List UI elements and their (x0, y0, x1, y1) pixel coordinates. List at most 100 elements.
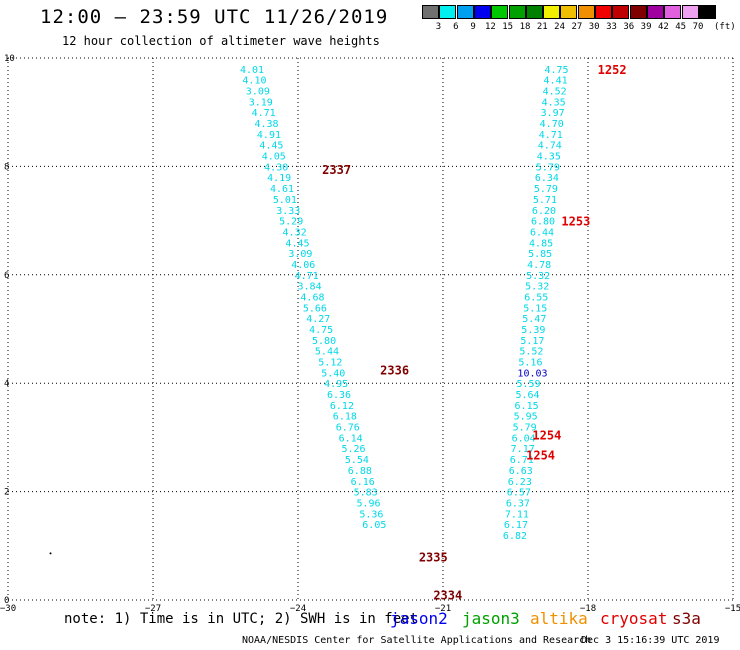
right-track-value: 5.64 (516, 390, 540, 401)
left-track-value: 6.12 (330, 401, 354, 412)
page-subtitle: 12 hour collection of altimeter wave hei… (62, 34, 380, 48)
right-track-value: 6.71 (510, 455, 534, 466)
left-track-value: 5.83 (354, 488, 378, 499)
legend-swatch (473, 5, 491, 19)
right-track-value: 5.79 (513, 423, 537, 434)
legend-swatch (422, 5, 439, 19)
left-track-value: 4.06 (291, 260, 315, 271)
time-label: 1254 (532, 429, 561, 443)
legend-swatch (664, 5, 682, 19)
left-track-value: 4.45 (285, 238, 309, 249)
left-track-value: 4.91 (257, 130, 281, 141)
right-track-value: 5.79 (534, 184, 558, 195)
left-track-value: 4.01 (240, 65, 264, 76)
page-title: 12:00 – 23:59 UTC 11/26/2019 (40, 6, 389, 28)
right-track-value: 5.47 (522, 314, 546, 325)
right-track-value: 5.71 (533, 195, 557, 206)
right-track-value: 6.23 (508, 477, 532, 488)
left-track-value: 4.95 (324, 379, 348, 390)
legend-swatch (491, 5, 509, 19)
x-tick-label: −27 (145, 604, 161, 614)
legend-swatch (439, 5, 457, 19)
legend-swatch (525, 5, 543, 19)
legend-label: 15 (502, 22, 514, 32)
footer-note: note: 1) Time is in UTC; 2) SWH is in fe… (64, 611, 419, 627)
left-track-value: 6.14 (339, 433, 363, 444)
left-track-value: 6.36 (327, 390, 351, 401)
right-track-value: 4.70 (540, 119, 564, 130)
legend-swatch (681, 5, 699, 19)
legend-swatch (577, 5, 595, 19)
time-label: 1253 (561, 215, 590, 229)
legend-swatch (595, 5, 612, 19)
right-track-value: 5.32 (525, 282, 549, 293)
left-track-value: 5.36 (359, 509, 383, 520)
left-track-value: 4.05 (262, 152, 286, 163)
right-track-value: 6.34 (535, 173, 559, 184)
left-track-value: 3.19 (249, 97, 273, 108)
right-track-value: 10.03 (517, 368, 547, 379)
x-tick-label: −15 (725, 604, 740, 614)
left-track-value: 5.01 (273, 195, 297, 206)
right-track-value: 6.57 (507, 488, 531, 499)
right-track-value: 4.75 (545, 65, 569, 76)
right-track-value: 6.55 (524, 292, 548, 303)
right-track-value: 4.78 (527, 260, 551, 271)
left-track-value: 5.40 (321, 368, 345, 379)
right-track-value: 5.85 (528, 249, 552, 260)
legend-swatch (456, 5, 474, 19)
right-track-value: 5.15 (523, 303, 547, 314)
time-label: 2334 (433, 589, 462, 603)
y-tick-label: 10 (4, 54, 15, 64)
legend-label: 12 (484, 22, 496, 32)
credit-text: NOAA/NESDIS Center for Satellite Applica… (242, 635, 592, 646)
left-track-value: 4.27 (306, 314, 330, 325)
right-track-value: 5.95 (514, 412, 538, 423)
left-track-value: 4.68 (300, 292, 324, 303)
right-track-value: 5.59 (516, 379, 540, 390)
left-track-value: 5.44 (315, 347, 339, 358)
left-track-value: 5.80 (312, 336, 336, 347)
legend-label: 45 (675, 22, 687, 32)
legend-label: 30 (588, 22, 600, 32)
right-track-value: 5.39 (521, 325, 545, 336)
right-track-value: 6.63 (509, 466, 533, 477)
y-tick-label: 6 (4, 271, 9, 281)
legend-unit: (ft) (714, 22, 736, 32)
right-track-value: 6.44 (530, 227, 554, 238)
right-track-value: 5.32 (526, 271, 550, 282)
right-track-value: 6.17 (504, 520, 528, 531)
left-track-value: 5.66 (303, 303, 327, 314)
right-track-value: 4.35 (542, 97, 566, 108)
right-track-value: 6.37 (506, 498, 530, 509)
satellite-label-jason2: jason2 (390, 609, 448, 628)
left-track-value: 3.33 (276, 206, 300, 217)
x-tick-label: −24 (290, 604, 306, 614)
x-tick-label: −18 (580, 604, 596, 614)
legend-swatch (508, 5, 526, 19)
right-track-value: 7.11 (505, 509, 529, 520)
legend-swatch (543, 5, 561, 19)
legend-swatch (698, 5, 716, 19)
left-track-value: 5.96 (356, 498, 380, 509)
time-label: 2337 (322, 163, 351, 177)
time-label: 2336 (380, 364, 409, 378)
time-label: 1254 (526, 449, 555, 463)
right-track-value: 3.97 (541, 108, 565, 119)
satellite-label-jason3: jason3 (462, 609, 520, 628)
legend-label: 27 (571, 22, 583, 32)
stray-point (49, 552, 52, 555)
left-track-value: 3.84 (298, 282, 322, 293)
left-track-value: 3.09 (246, 87, 270, 98)
right-track-value: 6.20 (532, 206, 556, 217)
legend-label: 21 (536, 22, 548, 32)
left-track-value: 4.30 (264, 162, 288, 173)
legend-swatch (560, 5, 578, 19)
legend-swatch (629, 5, 647, 19)
left-track-value: 6.88 (348, 466, 372, 477)
left-track-value: 6.18 (333, 412, 357, 423)
satellite-label-altika: altika (530, 609, 588, 628)
legend-label: 9 (470, 22, 476, 32)
right-track-value: 4.35 (537, 152, 561, 163)
